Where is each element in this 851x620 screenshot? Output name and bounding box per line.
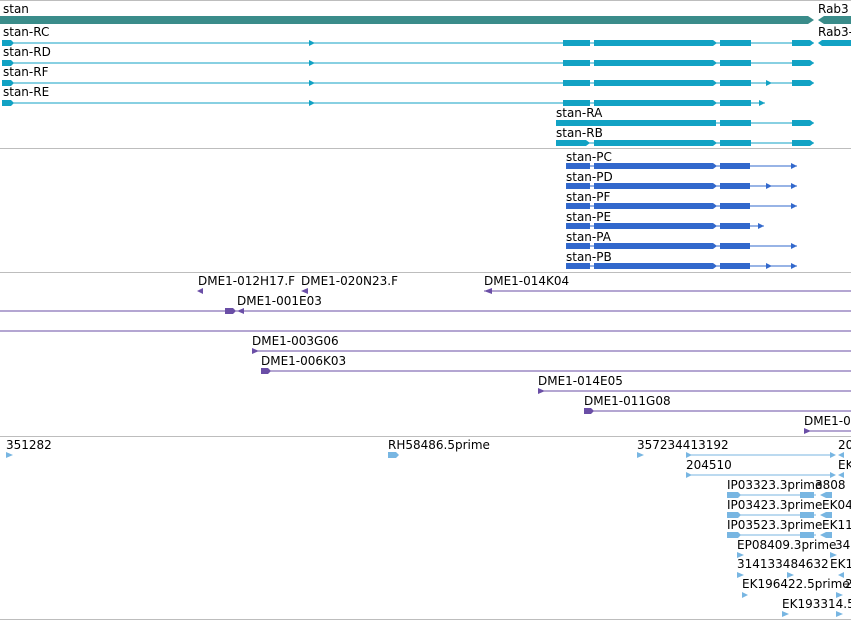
est-351282[interactable]: 351282 (6, 438, 52, 458)
est-label: 3808 (815, 478, 846, 492)
protein-stan-pa[interactable]: stan-PA (566, 230, 797, 249)
est-2[interactable]: 2 (836, 577, 851, 598)
transcript-label: stan-RC (3, 25, 49, 39)
transcript-label: stan-RB (556, 126, 603, 140)
est-label: EP08409.3prime (737, 538, 836, 552)
insertion-dme1-020n23f[interactable]: DME1-020N23.F (301, 274, 398, 294)
transcript-rab3[interactable]: Rab3- (818, 25, 851, 46)
insertion-dme1-014k04[interactable]: DME1-014K04 (484, 274, 851, 294)
est-ip03523-3prime[interactable]: IP03523.3prime (727, 518, 822, 538)
protein-stan-pf[interactable]: stan-PF (566, 190, 797, 209)
protein-label: stan-PA (566, 230, 612, 244)
est-357234413192[interactable]: 357234413192 (637, 438, 836, 458)
protein-label: stan-PC (566, 150, 612, 164)
est-ek04[interactable]: EK04 (820, 498, 851, 518)
insertion-label: DME1-011G08 (584, 394, 671, 408)
transcript-label: stan-RA (556, 106, 603, 120)
est-label: IP03423.3prime (727, 498, 822, 512)
gene-label-rab3: Rab3 (818, 2, 849, 16)
est-ep08409-3prime[interactable]: EP08409.3prime (737, 538, 836, 558)
insertion-dme1-0[interactable]: DME1-0 (804, 414, 851, 434)
insertion-track: DME1-012H17.F DME1-020N23.F DME1-014K04 … (0, 274, 851, 434)
insertion-dme1-006k03[interactable]: DME1-006K03 (261, 354, 851, 374)
insertion-dme1-011g08[interactable]: DME1-011G08 (584, 394, 851, 414)
est-label: EK196422.5prime (742, 577, 850, 591)
gene-label-stan: stan (3, 2, 29, 16)
protein-label: stan-PB (566, 250, 612, 264)
est-3808[interactable]: 3808 (815, 478, 846, 498)
insertion-dme1-014e05[interactable]: DME1-014E05 (538, 374, 851, 394)
insertion-label: DME1-001E03 (237, 294, 322, 308)
transcript-stan-rf[interactable]: stan-RF (2, 65, 814, 86)
transcript-stan-rc[interactable]: stan-RC (2, 25, 814, 46)
insertion-label: DME1-006K03 (261, 354, 346, 368)
insertion-dme1-003g06[interactable]: DME1-003G06 (252, 334, 851, 354)
est-label: 351282 (6, 438, 52, 452)
insertion-label: DME1-014K04 (484, 274, 569, 288)
insertion-dme1-001e03[interactable]: DME1-001E03 (0, 294, 851, 314)
est-label: EK11 (822, 518, 851, 532)
est-ek1[interactable]: EK1 (830, 557, 851, 578)
est-34[interactable]: 34 (830, 538, 850, 558)
est-label: 2 (845, 577, 851, 591)
est-label: 314133484632 (737, 557, 829, 571)
est-label: IP03523.3prime (727, 518, 822, 532)
protein-stan-pd[interactable]: stan-PD (566, 170, 797, 189)
insertion-dme1-012h17f[interactable]: DME1-012H17.F (197, 274, 295, 294)
est-track: 351282 RH58486.5prime 357234413192 20 20… (6, 438, 851, 617)
protein-label: stan-PF (566, 190, 610, 204)
transcript-track: stan-RC Rab3- stan-RD stan-RF (2, 25, 851, 146)
est-label: EK193314.5 (782, 597, 851, 611)
transcript-label: Rab3- (818, 25, 851, 39)
est-314133484632[interactable]: 314133484632 (737, 557, 829, 578)
insertion-label: DME1-0 (804, 414, 851, 428)
protein-stan-pc[interactable]: stan-PC (566, 150, 797, 169)
est-label: 20 (838, 438, 851, 452)
protein-label: stan-PE (566, 210, 611, 224)
protein-stan-pe[interactable]: stan-PE (566, 210, 764, 229)
insertion-label: DME1-003G06 (252, 334, 339, 348)
est-label: RH58486.5prime (388, 438, 490, 452)
insertion-label: DME1-020N23.F (301, 274, 398, 288)
protein-label: stan-PD (566, 170, 613, 184)
insertion-label: DME1-012H17.F (198, 274, 295, 288)
transcript-stan-re[interactable]: stan-RE (2, 85, 765, 106)
gene-bar-rab3[interactable] (818, 16, 851, 24)
est-20[interactable]: 20 (838, 438, 851, 458)
transcript-stan-ra[interactable]: stan-RA (556, 106, 814, 126)
est-label: EK04 (822, 498, 851, 512)
est-ek11[interactable]: EK11 (820, 518, 851, 538)
transcript-label: stan-RE (3, 85, 49, 99)
est-label: IP03323.3prime (727, 478, 822, 492)
transcript-label: stan-RF (3, 65, 49, 79)
transcript-stan-rb[interactable]: stan-RB (556, 126, 814, 146)
est-label: EK (838, 458, 851, 472)
est-ip03423-3prime[interactable]: IP03423.3prime (727, 498, 822, 518)
est-ek193314-5[interactable]: EK193314.5 (782, 597, 851, 617)
est-label: 357234413192 (637, 438, 729, 452)
est-ek196422-5prime[interactable]: EK196422.5prime (742, 577, 850, 598)
est-label: EK1 (830, 557, 851, 571)
protein-track: stan-PC stan-PD stan-PF stan-PE (566, 150, 797, 269)
transcript-stan-rd[interactable]: stan-RD (2, 45, 814, 66)
transcript-label: stan-RD (3, 45, 51, 59)
est-label: 34 (835, 538, 850, 552)
gene-bar-stan[interactable] (0, 16, 814, 24)
insertion-label: DME1-014E05 (538, 374, 623, 388)
est-ip03323-3prime[interactable]: IP03323.3prime (727, 478, 822, 498)
est-ek[interactable]: EK (838, 458, 851, 478)
est-label: 204510 (686, 458, 732, 472)
est-rh58486-5prime[interactable]: RH58486.5prime (388, 438, 490, 458)
est-204510[interactable]: 204510 (686, 458, 836, 478)
protein-stan-pb[interactable]: stan-PB (566, 250, 797, 269)
gene-track: stan Rab3 (0, 2, 851, 24)
